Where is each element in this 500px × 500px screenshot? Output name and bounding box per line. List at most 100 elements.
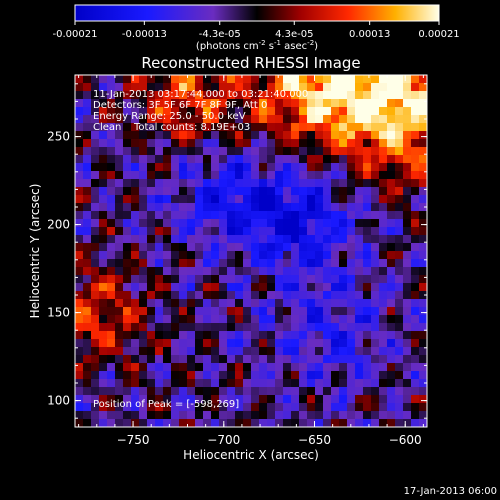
heatmap-cell bbox=[131, 331, 140, 340]
heatmap-cell bbox=[131, 371, 140, 380]
heatmap-cell bbox=[275, 411, 284, 420]
heatmap-cell bbox=[411, 323, 420, 332]
heatmap-cell bbox=[115, 219, 124, 228]
heatmap-cell bbox=[395, 291, 404, 300]
heatmap-cell bbox=[139, 235, 148, 244]
heatmap-cell bbox=[291, 227, 300, 236]
heatmap-cell bbox=[219, 307, 228, 316]
heatmap-cell bbox=[219, 187, 228, 196]
heatmap-cell bbox=[363, 283, 372, 292]
heatmap-cell bbox=[219, 355, 228, 364]
annotation-total-counts: Total counts: 8.19E+03 bbox=[133, 122, 250, 133]
heatmap-cell bbox=[299, 139, 308, 148]
heatmap-cell bbox=[171, 411, 180, 420]
heatmap-cell bbox=[227, 403, 236, 412]
heatmap-cell bbox=[339, 139, 348, 148]
heatmap-cell bbox=[267, 275, 276, 284]
heatmap-cell bbox=[195, 419, 204, 427]
heatmap-cell bbox=[339, 331, 348, 340]
heatmap-cell bbox=[187, 283, 196, 292]
heatmap-cell bbox=[355, 267, 364, 276]
heatmap-cell bbox=[139, 139, 148, 148]
heatmap-cell bbox=[171, 139, 180, 148]
heatmap-cell bbox=[387, 299, 396, 308]
heatmap-cell bbox=[307, 411, 316, 420]
heatmap-cell bbox=[419, 371, 427, 380]
heatmap-cell bbox=[115, 99, 124, 108]
heatmap-cell bbox=[123, 203, 132, 212]
heatmap-cell bbox=[371, 163, 380, 172]
heatmap-cell bbox=[419, 283, 427, 292]
heatmap-cell bbox=[267, 83, 276, 92]
heatmap-cell bbox=[395, 387, 404, 396]
heatmap-cell bbox=[387, 75, 396, 84]
heatmap-cell bbox=[379, 203, 388, 212]
heatmap-cell bbox=[163, 315, 172, 324]
heatmap-cell bbox=[227, 171, 236, 180]
heatmap-cell bbox=[75, 99, 84, 108]
heatmap-cell bbox=[187, 411, 196, 420]
heatmap-cell bbox=[235, 259, 244, 268]
heatmap-cell bbox=[371, 91, 380, 100]
heatmap-cell bbox=[347, 275, 356, 284]
heatmap-cell bbox=[91, 171, 100, 180]
heatmap-cell bbox=[155, 355, 164, 364]
heatmap-cell bbox=[259, 275, 268, 284]
heatmap-cell bbox=[267, 171, 276, 180]
heatmap-cell bbox=[379, 211, 388, 220]
heatmap-cell bbox=[211, 307, 220, 316]
heatmap-cell bbox=[307, 283, 316, 292]
heatmap-cell bbox=[267, 315, 276, 324]
heatmap-cell bbox=[115, 131, 124, 140]
heatmap-cell bbox=[419, 155, 427, 164]
heatmap-cell bbox=[259, 219, 268, 228]
heatmap-cell bbox=[251, 91, 260, 100]
heatmap-cell bbox=[379, 219, 388, 228]
heatmap-cell bbox=[347, 235, 356, 244]
heatmap-cell bbox=[419, 387, 427, 396]
heatmap-cell bbox=[323, 219, 332, 228]
heatmap-cell bbox=[187, 339, 196, 348]
heatmap-cell bbox=[379, 267, 388, 276]
heatmap-cell bbox=[419, 339, 427, 348]
heatmap-cell bbox=[387, 107, 396, 116]
heatmap-cell bbox=[227, 211, 236, 220]
heatmap-cell bbox=[155, 307, 164, 316]
heatmap-cell bbox=[347, 363, 356, 372]
colorbar-tick-label: -0.00021 bbox=[53, 29, 98, 40]
heatmap-cell bbox=[379, 147, 388, 156]
heatmap-cell bbox=[331, 299, 340, 308]
heatmap-cell bbox=[123, 171, 132, 180]
heatmap-cell bbox=[387, 155, 396, 164]
heatmap-cell bbox=[347, 323, 356, 332]
heatmap-cell bbox=[387, 163, 396, 172]
heatmap-cell bbox=[123, 339, 132, 348]
heatmap-cell bbox=[163, 259, 172, 268]
heatmap-cell bbox=[195, 235, 204, 244]
heatmap-cell bbox=[83, 243, 92, 252]
heatmap-cell bbox=[179, 387, 188, 396]
heatmap-cell bbox=[403, 227, 412, 236]
heatmap-cell bbox=[115, 387, 124, 396]
heatmap-cell bbox=[99, 187, 108, 196]
heatmap-cell bbox=[283, 363, 292, 372]
heatmap-cell bbox=[179, 395, 188, 404]
heatmap-cell bbox=[291, 331, 300, 340]
heatmap-cell bbox=[363, 323, 372, 332]
heatmap-cell bbox=[195, 211, 204, 220]
heatmap-cell bbox=[227, 99, 236, 108]
heatmap-cell bbox=[339, 75, 348, 84]
heatmap-cell bbox=[411, 75, 420, 84]
heatmap-cell bbox=[115, 259, 124, 268]
heatmap-cell bbox=[123, 291, 132, 300]
heatmap-cell bbox=[123, 355, 132, 364]
heatmap-cell bbox=[203, 371, 212, 380]
heatmap-cell bbox=[195, 411, 204, 420]
heatmap-cell bbox=[187, 227, 196, 236]
heatmap-cell bbox=[99, 235, 108, 244]
heatmap-cell bbox=[363, 347, 372, 356]
heatmap-cell bbox=[275, 259, 284, 268]
heatmap-cell bbox=[123, 195, 132, 204]
heatmap-cell bbox=[227, 251, 236, 260]
heatmap-cell bbox=[163, 411, 172, 420]
